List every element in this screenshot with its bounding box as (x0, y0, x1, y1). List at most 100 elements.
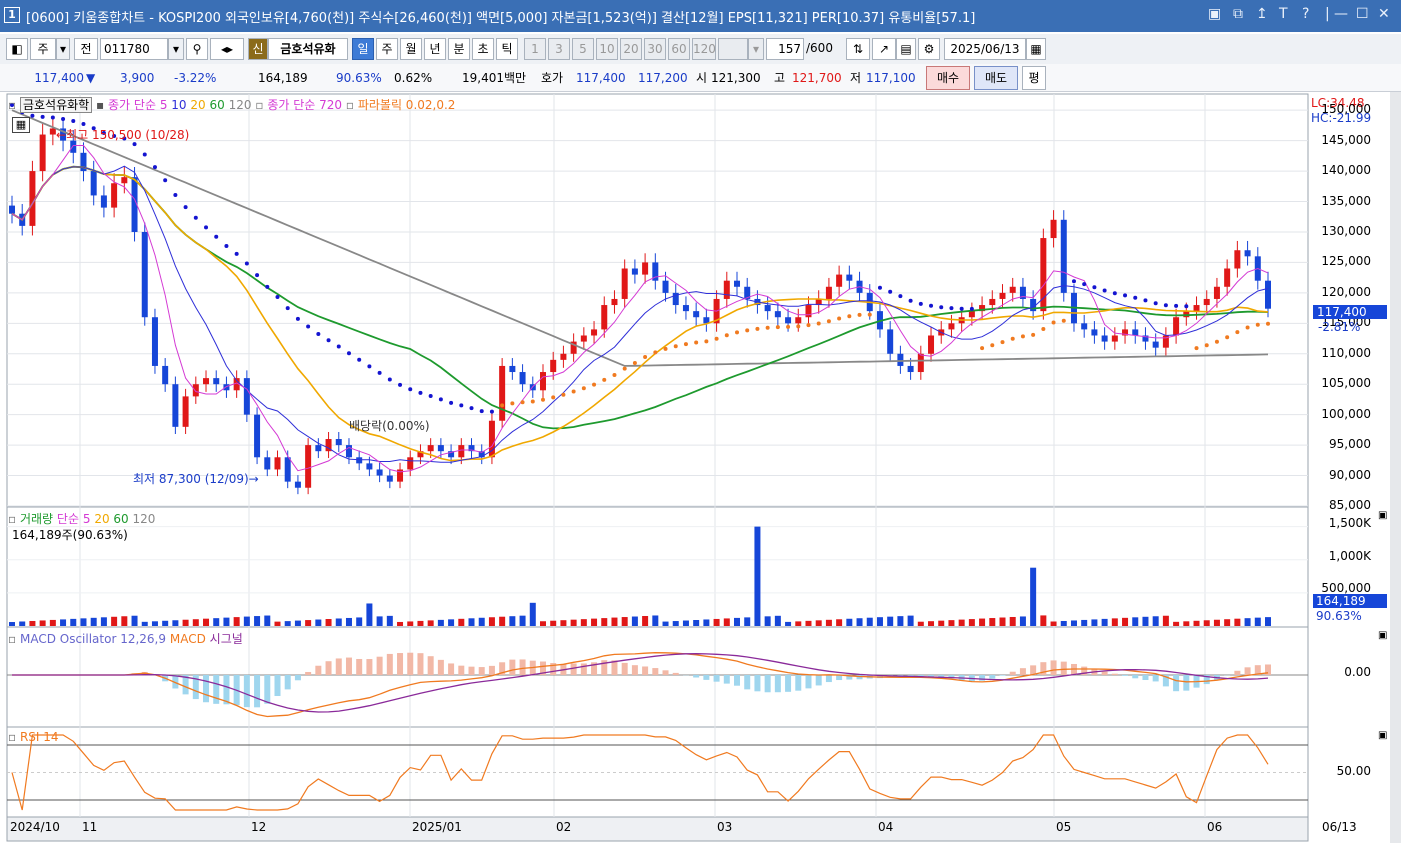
parabolic-dot (959, 306, 964, 311)
volume-ma120[interactable]: 120 (132, 512, 156, 526)
restore-icon[interactable]: ▣ (1208, 6, 1222, 22)
price-change-pct: -3.22% (174, 71, 217, 85)
ma10-label[interactable]: 10 (171, 98, 187, 112)
calendar-icon[interactable]: ▦ (1026, 38, 1046, 60)
macd-label[interactable]: MACD (169, 632, 206, 646)
table-view-icon[interactable]: ▦ (12, 117, 30, 133)
ma60-line (11, 165, 1269, 430)
sell-button[interactable]: 매도 (974, 66, 1018, 90)
ma720-label[interactable]: 종가 단순 720 (267, 98, 343, 112)
interval-10[interactable]: 10 (596, 38, 618, 60)
candle-body (1132, 329, 1139, 336)
macd-panel-close-icon[interactable]: ▣ (1378, 630, 1388, 641)
code-dropdown-icon[interactable]: ▾ (168, 38, 184, 60)
date-input[interactable]: 2025/06/13 (944, 38, 1026, 60)
period-week[interactable]: 주 (376, 38, 398, 60)
count-input[interactable]: 157 (766, 38, 804, 60)
candle-body (39, 134, 46, 172)
window-copy-icon[interactable]: ⧉ (1233, 6, 1243, 22)
market-dropdown-icon[interactable]: ▾ (56, 38, 70, 60)
price-tick-label: 125,000 (1321, 254, 1371, 269)
interval-3[interactable]: 3 (548, 38, 570, 60)
parabolic-dot (1163, 303, 1168, 308)
parabolic-dot (193, 215, 198, 220)
rsi-label[interactable]: RSI 14 (19, 730, 59, 744)
ma20-label[interactable]: 20 (190, 98, 206, 112)
interval-custom-input[interactable] (718, 38, 748, 60)
avg-button[interactable]: 평 (1022, 66, 1046, 90)
macd-osc-bar (1009, 671, 1016, 675)
candle-body (376, 469, 383, 476)
parabolic-dot (540, 397, 545, 402)
help-icon[interactable]: ? (1302, 6, 1310, 22)
volume-bar (417, 620, 424, 626)
interval-dropdown-icon[interactable]: ▾ (748, 38, 764, 60)
font-icon[interactable]: T (1279, 6, 1288, 22)
interval-20[interactable]: 20 (620, 38, 642, 60)
candle-body (928, 335, 935, 354)
ma-label[interactable]: 종가 단순 (108, 98, 156, 112)
parabolic-dot (489, 409, 494, 414)
layout-icon[interactable]: ◧ (6, 38, 28, 60)
stock-code-input[interactable]: 011780 (100, 38, 168, 60)
interval-5[interactable]: 5 (572, 38, 594, 60)
interval-60[interactable]: 60 (668, 38, 690, 60)
volume-bar (111, 616, 118, 626)
draw-tool-icon[interactable]: ↗ (872, 38, 896, 60)
macd-osc-label[interactable]: MACD Oscillator 12,26,9 (19, 632, 167, 646)
parabolic-dot (418, 390, 423, 395)
parabolic-dot (561, 392, 566, 397)
macd-osc-bar (366, 659, 373, 675)
vol-tick-1500k: 1,500K (1328, 516, 1371, 530)
volume-ma60[interactable]: 60 (113, 512, 129, 526)
ma5-label[interactable]: 5 (159, 98, 168, 112)
minimize-icon[interactable]: — (1334, 6, 1348, 22)
ma120-label[interactable]: 120 (228, 98, 252, 112)
candle-body (264, 457, 271, 470)
close-icon[interactable]: ✕ (1378, 6, 1390, 22)
interval-30[interactable]: 30 (644, 38, 666, 60)
pin-icon[interactable]: ↥ (1256, 6, 1268, 22)
ma60-label[interactable]: 60 (209, 98, 225, 112)
market-all-button[interactable]: 전 (74, 38, 98, 60)
settings-icon[interactable]: ⚙ (918, 38, 940, 60)
volume-legend-name[interactable]: 거래량 (19, 512, 54, 526)
period-day[interactable]: 일 (352, 38, 374, 60)
price-change: 3,900 (120, 71, 155, 85)
parabolic-dot (387, 377, 392, 382)
volume-ma-label[interactable]: 단순 (56, 512, 80, 526)
ma120-line (11, 109, 1269, 367)
candle-body (437, 445, 444, 452)
volume-panel-close-icon[interactable]: ▣ (1378, 510, 1388, 521)
stock-name[interactable]: 금호석유화 (268, 38, 348, 60)
period-second[interactable]: 초 (472, 38, 494, 60)
market-select[interactable]: 주 (30, 38, 56, 60)
indicator-icon[interactable]: ⇅ (846, 38, 870, 60)
parabolic-dot (969, 306, 974, 311)
stock-name-legend[interactable]: 금호석유화학 (19, 97, 93, 113)
parabolic-label[interactable]: 파라볼릭 0.02,0.2 (357, 98, 456, 112)
candle-body (468, 445, 475, 452)
parabolic-dot (571, 389, 576, 394)
sound-icon[interactable]: ◂▸ (210, 38, 244, 60)
period-month[interactable]: 월 (400, 38, 422, 60)
search-icon[interactable]: ⚲ (186, 38, 208, 60)
maximize-icon[interactable]: ☐ (1356, 6, 1369, 22)
period-year[interactable]: 년 (424, 38, 446, 60)
save-icon[interactable]: ▤ (896, 38, 916, 60)
signal-label[interactable]: 시그널 (209, 632, 243, 646)
interval-120[interactable]: 120 (692, 38, 716, 60)
volume-ma5[interactable]: 5 (82, 512, 91, 526)
parabolic-dot (91, 126, 96, 131)
parabolic-dot (173, 193, 178, 198)
chart-area[interactable] (0, 92, 1401, 843)
rsi-panel-close-icon[interactable]: ▣ (1378, 730, 1388, 741)
candle-body (315, 445, 322, 452)
volume-ma20[interactable]: 20 (94, 512, 110, 526)
window-number[interactable]: 1 (4, 7, 20, 23)
period-minute[interactable]: 분 (448, 38, 470, 60)
period-tick[interactable]: 틱 (496, 38, 518, 60)
interval-1[interactable]: 1 (524, 38, 546, 60)
new-badge[interactable]: 신 (248, 38, 268, 60)
buy-button[interactable]: 매수 (926, 66, 970, 90)
